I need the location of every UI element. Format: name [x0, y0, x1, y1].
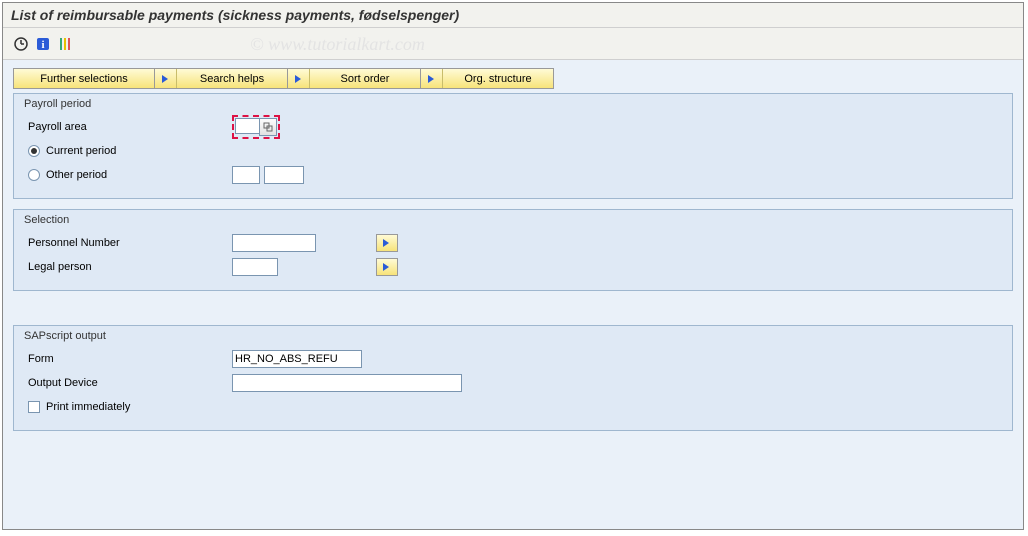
- legal-person-input[interactable]: [232, 258, 278, 276]
- search-helps-button[interactable]: Search helps: [155, 68, 288, 89]
- payroll-period-title: Payroll period: [24, 98, 1004, 110]
- other-period-radio[interactable]: [28, 169, 40, 181]
- output-device-label: Output Device: [22, 377, 232, 389]
- other-period-input-2[interactable]: [264, 166, 304, 184]
- other-period-label: Other period: [46, 169, 107, 181]
- further-selections-label: Further selections: [14, 73, 154, 85]
- print-immediately-label: Print immediately: [46, 401, 130, 413]
- sort-order-label: Sort order: [310, 73, 420, 85]
- output-device-input[interactable]: [232, 374, 462, 392]
- current-period-label: Current period: [46, 145, 116, 157]
- app-region: List of reimbursable payments (sickness …: [2, 2, 1024, 530]
- payroll-area-label: Payroll area: [22, 121, 232, 133]
- page-title: List of reimbursable payments (sickness …: [11, 7, 459, 23]
- form-input[interactable]: [232, 350, 362, 368]
- personnel-number-input[interactable]: [232, 234, 316, 252]
- execute-icon[interactable]: [13, 36, 29, 52]
- f4-help-icon[interactable]: [259, 118, 277, 136]
- info-icon[interactable]: i: [35, 36, 51, 52]
- other-period-input-1[interactable]: [232, 166, 260, 184]
- print-immediately-checkbox[interactable]: [28, 401, 40, 413]
- selection-title: Selection: [24, 214, 1004, 226]
- spacer: [13, 301, 1013, 315]
- personnel-number-label: Personnel Number: [22, 237, 232, 249]
- variant-icon[interactable]: [57, 36, 73, 52]
- content-area: Further selections Search helps Sort ord…: [3, 60, 1023, 529]
- title-area: List of reimbursable payments (sickness …: [3, 3, 1023, 28]
- current-period-radio[interactable]: [28, 145, 40, 157]
- org-structure-label: Org. structure: [443, 73, 553, 85]
- arrow-right-icon: [155, 69, 177, 88]
- arrow-right-icon: [288, 69, 310, 88]
- search-helps-label: Search helps: [177, 73, 287, 85]
- form-label: Form: [22, 353, 232, 365]
- sapscript-title: SAPscript output: [24, 330, 1004, 342]
- further-selections-button[interactable]: Further selections: [13, 68, 155, 89]
- payroll-area-input[interactable]: [235, 118, 259, 134]
- org-structure-button[interactable]: Org. structure: [421, 68, 554, 89]
- selection-group: Selection Personnel Number Legal person: [13, 209, 1013, 291]
- multiple-selection-button[interactable]: [376, 258, 398, 276]
- svg-text:i: i: [41, 39, 44, 51]
- app-toolbar: i: [3, 28, 1023, 60]
- arrow-right-icon: [421, 69, 443, 88]
- payroll-area-field: [232, 115, 280, 139]
- payroll-period-group: Payroll period Payroll area Current peri…: [13, 93, 1013, 199]
- legal-person-label: Legal person: [22, 261, 232, 273]
- sort-order-button[interactable]: Sort order: [288, 68, 421, 89]
- sapscript-output-group: SAPscript output Form Output Device Prin…: [13, 325, 1013, 431]
- selection-menubar: Further selections Search helps Sort ord…: [13, 68, 1013, 89]
- multiple-selection-button[interactable]: [376, 234, 398, 252]
